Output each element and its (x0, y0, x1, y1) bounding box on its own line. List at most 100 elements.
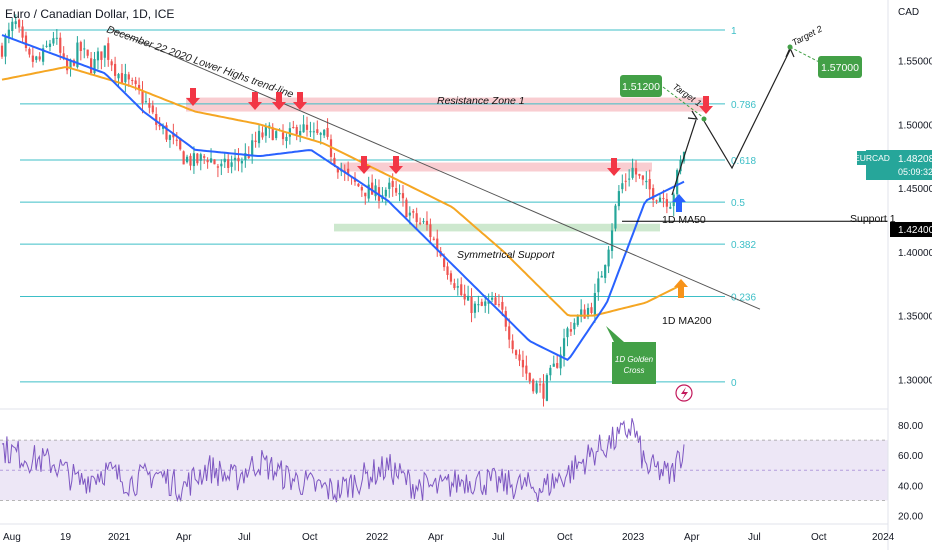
candle-body (148, 103, 151, 108)
candle-body (456, 286, 459, 288)
candle-body (360, 187, 363, 191)
candle-body (117, 74, 120, 79)
candle-body (247, 154, 250, 159)
candle-body (240, 161, 243, 164)
candle-body (436, 238, 439, 251)
candle-body (665, 199, 668, 207)
candle-body (35, 56, 38, 60)
candle-body (172, 133, 175, 138)
candle-body (453, 283, 456, 289)
time-tick: 2022 (366, 532, 389, 543)
candle-body (96, 51, 100, 61)
support-price-tag (890, 222, 932, 237)
candle-body (590, 307, 593, 313)
price-tick: 1.45000 (898, 184, 932, 195)
candle-body (631, 167, 634, 178)
candle-body (137, 84, 141, 91)
candle-body (511, 340, 514, 350)
candle-body (484, 301, 487, 306)
fib-label: 0 (731, 378, 737, 389)
candle-body (14, 21, 17, 25)
candle-body (113, 63, 117, 76)
time-tick: 19 (60, 532, 72, 543)
candle-body (168, 135, 172, 140)
target-1-dash (662, 86, 705, 119)
candle-body (79, 42, 82, 51)
rsi-tick: 40.00 (898, 481, 923, 492)
candle-body (412, 211, 415, 213)
time-tick: Aug (3, 532, 21, 543)
candle-body (48, 43, 52, 47)
resistance-zone-label: Resistance Zone 1 (437, 95, 525, 107)
candle-body (494, 297, 497, 305)
ma200-label: 1D MA200 (662, 315, 712, 327)
fib-label: 0.618 (731, 156, 756, 167)
lightning-icon-glyph (681, 387, 688, 400)
candle-body (521, 359, 525, 368)
candle-body (662, 198, 665, 200)
target-1-tag (620, 75, 662, 97)
fib-label: 0.786 (731, 100, 756, 111)
candle-body (120, 73, 124, 85)
time-tick: Jul (492, 532, 505, 543)
support-price: 1.42400 (898, 225, 932, 236)
candle-body (305, 124, 309, 130)
symbol-label: EURCAD (854, 153, 890, 163)
ma50-line (1, 34, 685, 362)
candle-body (52, 38, 55, 44)
candle-body (357, 183, 360, 187)
price-axis[interactable]: 1.55000 1.50000 1.45000 1.40000 1.35000 1.300… (898, 57, 932, 387)
candle-body (658, 197, 662, 202)
candle-body (144, 101, 148, 103)
golden-cross-line-1: 1D Golden (615, 355, 654, 364)
candle-body (676, 170, 679, 195)
candle-body (532, 379, 535, 392)
candle-body (175, 139, 178, 141)
price-tick: 1.55000 (898, 57, 932, 68)
candle-body (206, 160, 209, 163)
candle-body (209, 158, 213, 163)
candle-body (617, 191, 620, 207)
candle-body (110, 61, 113, 66)
projection-arrowhead-small (687, 110, 699, 120)
candle-body (638, 173, 641, 176)
candle-body (398, 192, 401, 195)
candle-body (480, 301, 483, 306)
candle-body (446, 266, 449, 275)
price-tick: 1.30000 (898, 375, 932, 386)
candle-body (576, 315, 579, 325)
candle-body (66, 58, 69, 71)
candle-body (24, 35, 28, 49)
time-axis[interactable]: Aug 19 2021 Apr Jul Oct 2022 Apr Jul Oct 2023 Apr Ju… (3, 532, 895, 543)
candle-body (323, 129, 326, 136)
candle-body (0, 45, 4, 57)
candle-body (573, 322, 576, 330)
candle-body (59, 37, 62, 53)
red-arrows (186, 88, 713, 176)
fib-label: 0.5 (731, 198, 745, 209)
candle-body (326, 127, 329, 137)
target-2-price: 1.57000 (821, 62, 859, 74)
candle-body (422, 221, 425, 223)
candle-body (69, 59, 72, 69)
rsi-axis[interactable]: 80.00 60.00 40.00 20.00 (898, 421, 923, 522)
candle-body (466, 295, 470, 301)
candle-body (655, 200, 658, 202)
candle-body (528, 372, 531, 382)
support-1-label: Support 1 (850, 213, 896, 225)
candle-body (634, 168, 638, 175)
candle-body (600, 275, 603, 278)
candle-body (614, 205, 617, 229)
candle-body (227, 159, 230, 168)
candle-body (460, 284, 463, 296)
candle-body (309, 131, 312, 133)
candle-body (42, 48, 45, 62)
candle-body (583, 309, 586, 319)
candle-body (333, 157, 336, 165)
red-down-arrow (389, 156, 403, 174)
candle-body (319, 133, 322, 135)
fib-label: 0.236 (731, 292, 756, 303)
red-down-arrow (293, 92, 307, 110)
resistance-zone (186, 97, 706, 112)
